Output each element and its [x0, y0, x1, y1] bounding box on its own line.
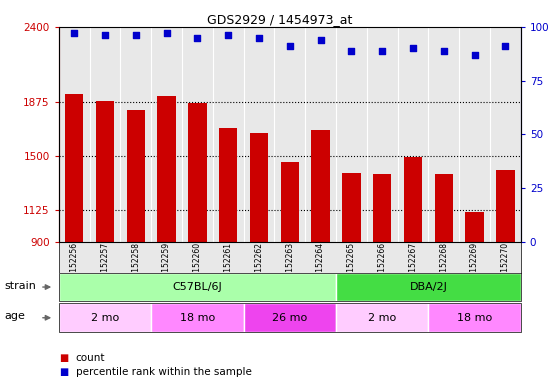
Bar — [281, 162, 299, 242]
Point — [316, 37, 325, 43]
Text: 18 mo: 18 mo — [180, 313, 215, 323]
Point — [470, 52, 479, 58]
Point — [377, 48, 386, 54]
Point — [193, 35, 202, 41]
Bar — [65, 94, 83, 242]
Bar — [311, 130, 330, 242]
Text: DBA/2J: DBA/2J — [409, 282, 447, 292]
Bar — [342, 173, 361, 242]
Point — [501, 43, 510, 49]
Text: count: count — [76, 353, 105, 363]
Point — [69, 30, 78, 36]
Text: age: age — [4, 311, 26, 321]
Bar — [336, 273, 521, 301]
Text: 2 mo: 2 mo — [368, 313, 396, 323]
Text: 18 mo: 18 mo — [457, 313, 492, 323]
Point — [162, 30, 171, 36]
Point — [100, 32, 109, 38]
Text: 26 mo: 26 mo — [272, 313, 307, 323]
Point — [347, 48, 356, 54]
Point — [131, 32, 140, 38]
Bar — [151, 303, 244, 332]
Text: strain: strain — [4, 281, 36, 291]
Bar — [127, 110, 145, 242]
Bar — [373, 174, 391, 242]
Bar — [219, 128, 237, 242]
Point — [285, 43, 294, 49]
Point — [439, 48, 448, 54]
Point — [408, 45, 417, 51]
Bar — [59, 303, 151, 332]
Text: ■: ■ — [59, 353, 68, 363]
Bar — [59, 273, 336, 301]
Text: ■: ■ — [59, 367, 68, 377]
Bar — [428, 303, 521, 332]
Point — [223, 32, 233, 38]
Text: C57BL/6J: C57BL/6J — [172, 282, 222, 292]
Bar — [496, 170, 515, 242]
Bar — [336, 303, 428, 332]
Bar — [244, 303, 336, 332]
Bar — [96, 101, 114, 242]
Text: 2 mo: 2 mo — [91, 313, 119, 323]
Point — [254, 35, 263, 41]
Bar — [465, 212, 484, 242]
Bar — [250, 133, 268, 242]
Text: GDS2929 / 1454973_at: GDS2929 / 1454973_at — [207, 13, 353, 26]
Bar — [157, 96, 176, 242]
Text: percentile rank within the sample: percentile rank within the sample — [76, 367, 251, 377]
Bar — [404, 157, 422, 242]
Bar — [435, 174, 453, 242]
Bar — [188, 103, 207, 242]
